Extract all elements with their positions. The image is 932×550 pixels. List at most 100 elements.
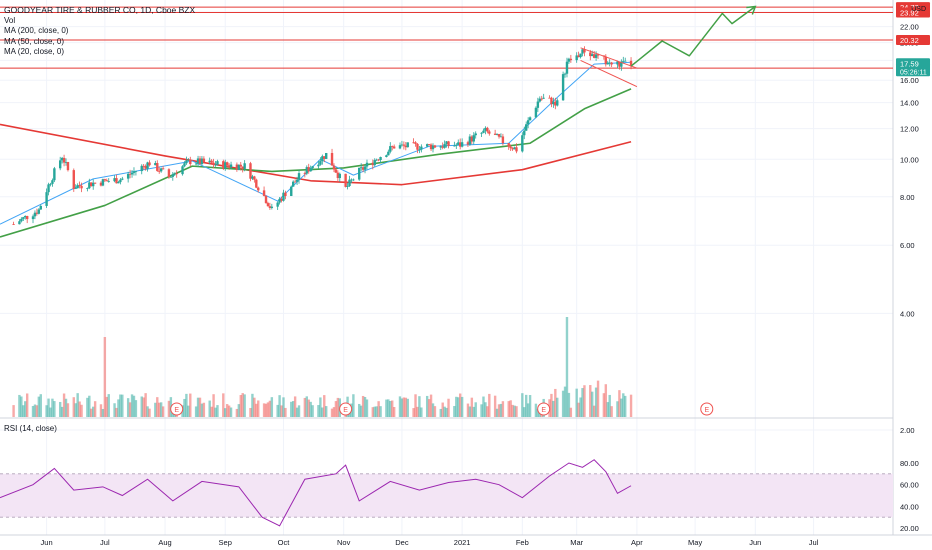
candle-body (239, 164, 242, 167)
legend-ma200[interactable]: MA (200, close, 0) (4, 26, 69, 35)
volume-bar (604, 384, 608, 417)
candle-body (148, 162, 151, 166)
candle-body (113, 178, 116, 182)
earnings-marker[interactable] (170, 402, 184, 416)
candle-body (400, 144, 404, 146)
candle-body (18, 221, 21, 225)
volume-bar (119, 394, 122, 417)
candle-body (581, 49, 584, 54)
volume-bar (610, 406, 613, 417)
candle-body (142, 165, 145, 167)
volume-bar (117, 399, 120, 417)
candle-body (39, 205, 42, 210)
volume-bar (33, 404, 37, 417)
candle-body (12, 224, 15, 225)
volume-bar (18, 394, 21, 417)
candle-body (321, 156, 324, 162)
candle-body (583, 49, 586, 53)
volume-bar (499, 403, 503, 417)
ma-line (0, 123, 632, 186)
candle-body (336, 172, 340, 179)
currency-label[interactable]: USD (911, 6, 926, 13)
earnings-marker-label: E (174, 407, 179, 414)
candle-body (126, 173, 130, 179)
earnings-marker[interactable] (537, 402, 551, 416)
volume-bar (78, 401, 81, 417)
volume-bar (142, 397, 145, 417)
volume-bar (501, 401, 505, 417)
candle-body (257, 187, 260, 191)
legend-ma50[interactable]: MA (50, close, 0) (4, 36, 65, 46)
volume-bar (12, 405, 15, 417)
price-tick-label: 16.00 (900, 76, 919, 85)
candle-body (187, 159, 190, 161)
volume-bar (365, 399, 369, 417)
rsi-legend[interactable]: RSI (14, close) (4, 424, 57, 433)
volume-bar (359, 405, 363, 417)
volume-bar (536, 408, 540, 417)
legend-ma20[interactable]: MA (20, close, 0) (4, 47, 65, 56)
volume-bar (126, 398, 130, 417)
volume-bar (266, 402, 270, 417)
candle-body (278, 198, 281, 203)
candle-body (387, 151, 390, 156)
earnings-marker[interactable] (700, 402, 714, 416)
volume-bar (53, 401, 56, 417)
candle-body (20, 218, 23, 222)
volume-bar (466, 403, 470, 417)
volume-bar (507, 401, 510, 417)
volume-bar (76, 393, 79, 417)
volume-bar (575, 388, 578, 417)
candle-body (346, 185, 349, 187)
candle-body (338, 173, 341, 179)
candle-body (577, 55, 580, 58)
volume-bar (235, 408, 239, 417)
candle-body (309, 168, 312, 172)
candle-body (22, 217, 25, 219)
candle-body (262, 190, 266, 196)
candle-body (416, 143, 419, 150)
volume-bar (561, 390, 565, 417)
candle-body (447, 141, 450, 146)
candle-body (379, 157, 382, 161)
volume-bar (74, 403, 77, 417)
candle-body (332, 165, 336, 170)
volume-bar (323, 395, 326, 417)
volume-bar (146, 406, 149, 417)
candle-body (212, 162, 215, 165)
volume-bar (429, 394, 433, 417)
volume-bar (161, 406, 165, 417)
annotations (580, 5, 757, 88)
candle-body (90, 182, 93, 187)
rsi-tick-label: 40.00 (900, 502, 919, 511)
volume-bar (616, 401, 619, 417)
candle-body (472, 135, 475, 142)
candle-body (511, 148, 514, 150)
candle-body (620, 61, 623, 67)
time-tick-label: May (688, 538, 702, 547)
volume-bar (121, 394, 124, 417)
candle-body (224, 162, 227, 169)
channel-line (580, 59, 638, 88)
level-tag-bg[interactable] (896, 7, 930, 18)
level-tag-bg[interactable] (896, 34, 930, 45)
candle-body (525, 124, 528, 131)
volume-bar (416, 406, 419, 417)
volume-bar (602, 393, 606, 417)
volume-bar (379, 406, 382, 417)
candle-body (460, 142, 464, 147)
volume-bar (189, 393, 192, 417)
volume-bar (305, 396, 308, 417)
earnings-marker[interactable] (339, 402, 353, 416)
candle-body (552, 101, 555, 105)
volume-bar (156, 397, 159, 417)
volume-bar (594, 387, 598, 417)
legend-volume[interactable]: Vol (4, 15, 16, 25)
candle-body (53, 168, 56, 181)
volume-bar (482, 396, 485, 417)
last-price-tag-bg[interactable] (896, 58, 930, 77)
candle-body (60, 157, 64, 161)
symbol-title[interactable]: GOODYEAR TIRE & RUBBER CO, 1D, Cboe BZX (4, 5, 196, 15)
volume-bar (358, 403, 361, 417)
